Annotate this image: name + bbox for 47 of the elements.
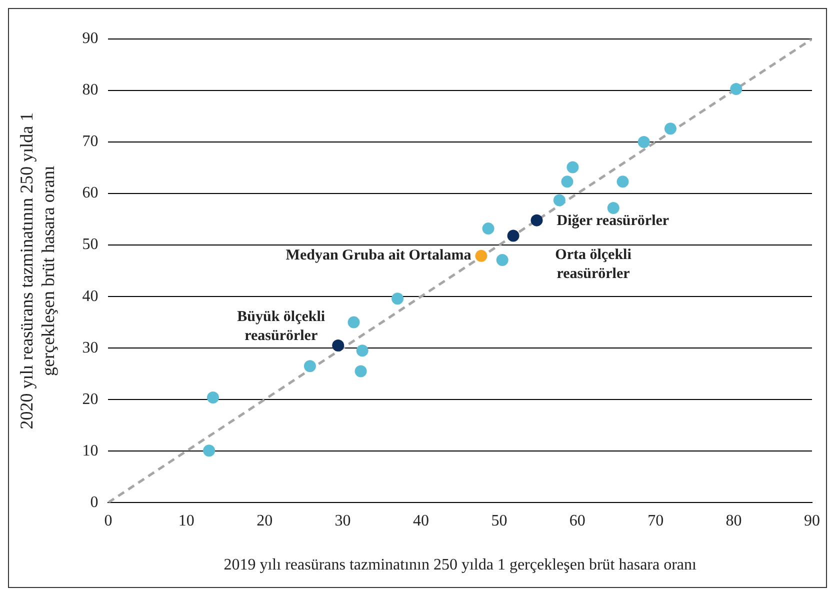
point <box>203 444 216 457</box>
y-tick-label: 30 <box>82 339 98 356</box>
x-tick-label: 70 <box>648 512 664 530</box>
point <box>496 254 508 266</box>
x-tick-label: 10 <box>178 512 194 530</box>
point <box>332 339 344 352</box>
y-tick-label: 40 <box>82 288 98 305</box>
x-tick-label: 60 <box>569 512 586 530</box>
x-tick-label: 20 <box>256 512 273 530</box>
point <box>530 214 543 226</box>
y-tick-label: 10 <box>82 442 98 460</box>
y-tick-label: 90 <box>82 30 98 48</box>
y-tick-label: 0 <box>90 494 98 511</box>
y-tick-label: 60 <box>82 184 98 202</box>
y-tick-label: 20 <box>82 390 98 408</box>
point <box>507 230 520 242</box>
point <box>392 292 404 305</box>
x-tick-label: 90 <box>804 512 820 530</box>
x-tick-label: 30 <box>334 512 351 530</box>
point <box>475 250 488 262</box>
annotation: Medyan Gruba ait Ortalama <box>286 248 472 264</box>
point <box>566 161 579 174</box>
point <box>304 360 316 372</box>
point <box>482 222 494 235</box>
point <box>206 392 219 404</box>
point <box>730 82 742 95</box>
x-tick-label: 0 <box>104 512 112 530</box>
x-tick-label: 80 <box>726 512 742 530</box>
x-tick-label: 40 <box>413 512 429 530</box>
point <box>348 316 360 328</box>
x-axis-title: 2019 yılı reasürans tazminatının 250 yılda 1 gerçekleşen brüt hasara oranı <box>224 556 698 574</box>
y-axis-title: 2020 yılı reasürans tazminatının 250 yılda 1 gerçekleşen brüt hasara oranı <box>16 112 58 430</box>
point <box>354 365 367 378</box>
point <box>616 176 629 188</box>
point <box>561 176 574 188</box>
annotation: Diğer reasürörler <box>556 213 670 230</box>
point <box>553 194 566 206</box>
point <box>664 122 676 135</box>
y-tick-label: 70 <box>82 133 98 150</box>
point <box>356 344 368 357</box>
y-tick-label: 80 <box>82 82 98 99</box>
y-tick-label: 50 <box>82 236 98 254</box>
annotation: Büyük ölçekli reasürörler <box>237 308 326 344</box>
annotation: Orta ölçekli reasürörler <box>555 247 632 282</box>
point <box>607 202 620 214</box>
x-tick-label: 50 <box>491 512 508 530</box>
point <box>638 136 650 148</box>
